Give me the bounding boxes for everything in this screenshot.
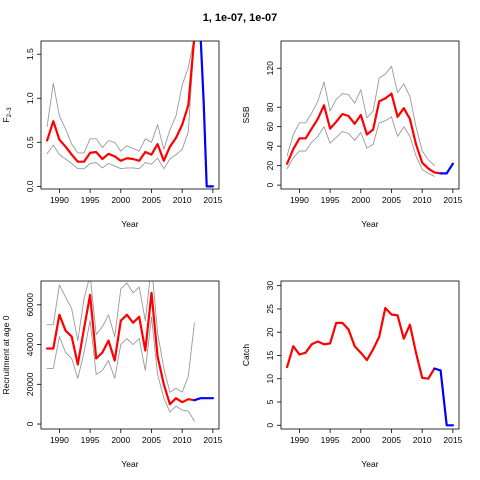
- y-tick-label: 25: [265, 304, 275, 314]
- x-axis-label: Year: [361, 459, 378, 469]
- figure-title: 1, 1e-07, 1e-07: [203, 12, 278, 24]
- x-tick-label: 2015: [443, 195, 462, 205]
- x-tick-label: 1990: [290, 195, 309, 205]
- y-tick-label: 5: [265, 399, 275, 404]
- series-line-ci-lower: [286, 116, 435, 177]
- plot-frame: [40, 280, 220, 430]
- recruitment-panel: 1990 1995 2000 2005 2010 2015 0 20000 40000 60000…: [1, 280, 223, 469]
- x-tick-label: 1995: [321, 195, 340, 205]
- y-axis-label: SSB: [241, 106, 251, 123]
- x-tick-label: 2005: [142, 435, 161, 445]
- series-line-estimate: [286, 92, 442, 175]
- series-line-ci-lower: [46, 41, 195, 170]
- x-tick-label: 2005: [142, 195, 161, 205]
- x-axis-label: Year: [121, 219, 138, 229]
- ssb-panel: 1990 1995 2000 2005 2010 2015 0 20 40 60 80 120 Year…: [241, 40, 463, 229]
- x-tick-label: 2010: [413, 195, 432, 205]
- series-line-estimate: [45, 41, 196, 163]
- x-axis-label: Year: [121, 459, 138, 469]
- y-axis-label: Catch: [241, 344, 251, 366]
- y-tick-label: 20: [265, 161, 275, 171]
- y-tick-label: 80: [265, 102, 275, 112]
- x-tick-label: 2005: [382, 195, 401, 205]
- plot-frame: [280, 280, 460, 430]
- x-tick-label: 2015: [203, 435, 222, 445]
- plot-frame: [40, 40, 220, 190]
- series-group: [45, 281, 214, 422]
- x-tick-label: 2015: [203, 195, 222, 205]
- series-line-ci-upper: [286, 65, 435, 167]
- series-line-projection: [193, 397, 214, 402]
- x-tick-label: 2010: [173, 435, 192, 445]
- y-axis-label: F2–3: [1, 107, 13, 123]
- y-tick-label: 15: [265, 350, 275, 360]
- series-group: [45, 41, 214, 188]
- y-tick-label: 120: [265, 61, 275, 75]
- y-tick-label: 10: [265, 374, 275, 384]
- x-tick-label: 2000: [111, 195, 130, 205]
- x-tick-label: 2000: [351, 435, 370, 445]
- y-tick-label: 0: [265, 182, 275, 187]
- series-line-projection: [439, 162, 454, 175]
- x-tick-label: 2000: [351, 195, 370, 205]
- x-tick-label: 2005: [382, 435, 401, 445]
- series-line-ci-upper: [46, 41, 194, 154]
- x-tick-label: 2010: [173, 195, 192, 205]
- series-group: [286, 306, 454, 427]
- x-tick-label: 2015: [443, 435, 462, 445]
- y-tick-label: 60: [265, 122, 275, 132]
- y-tick-label: 40000: [25, 332, 35, 356]
- x-tick-label: 1990: [50, 435, 69, 445]
- y-tick-label: 0.5: [25, 136, 35, 148]
- y-axis-label: Recruitment at age 0: [1, 315, 11, 394]
- x-tick-label: 2010: [413, 435, 432, 445]
- series-group: [286, 65, 454, 177]
- y-tick-label: 0: [25, 421, 35, 426]
- catch-panel: 1990 1995 2000 2005 2010 2015 0 5 10 15 20 25 30 Year…: [241, 280, 463, 469]
- y-tick-label: 20000: [25, 372, 35, 396]
- series-line-estimate: [45, 291, 196, 406]
- series-line-projection: [433, 367, 454, 427]
- x-tick-label: 1990: [50, 195, 69, 205]
- y-tick-label: 0.0: [25, 180, 35, 192]
- x-tick-label: 1990: [290, 435, 309, 445]
- y-tick-label: 20: [265, 327, 275, 337]
- y-tick-label: 40: [265, 141, 275, 151]
- x-tick-label: 1995: [81, 195, 100, 205]
- y-tick-label: 1.5: [25, 48, 35, 60]
- y-tick-label: 60000: [25, 293, 35, 317]
- x-tick-label: 1995: [81, 435, 100, 445]
- x-tick-label: 1995: [321, 435, 340, 445]
- x-axis-label: Year: [361, 219, 378, 229]
- series-line-estimate: [286, 306, 436, 380]
- x-tick-label: 2000: [111, 435, 130, 445]
- y-tick-label: 0: [265, 423, 275, 428]
- y-tick-label: 30: [265, 281, 275, 291]
- series-line-ci-upper: [46, 281, 195, 393]
- series-line-ci-lower: [46, 316, 195, 422]
- y-tick-label: 1.0: [25, 92, 35, 104]
- plot-frame: [280, 40, 460, 190]
- series-line-projection: [199, 41, 214, 188]
- f-panel: 1990 1995 2000 2005 2010 2015 0.0 0.5 1.0 1.5 Year…: [1, 40, 223, 229]
